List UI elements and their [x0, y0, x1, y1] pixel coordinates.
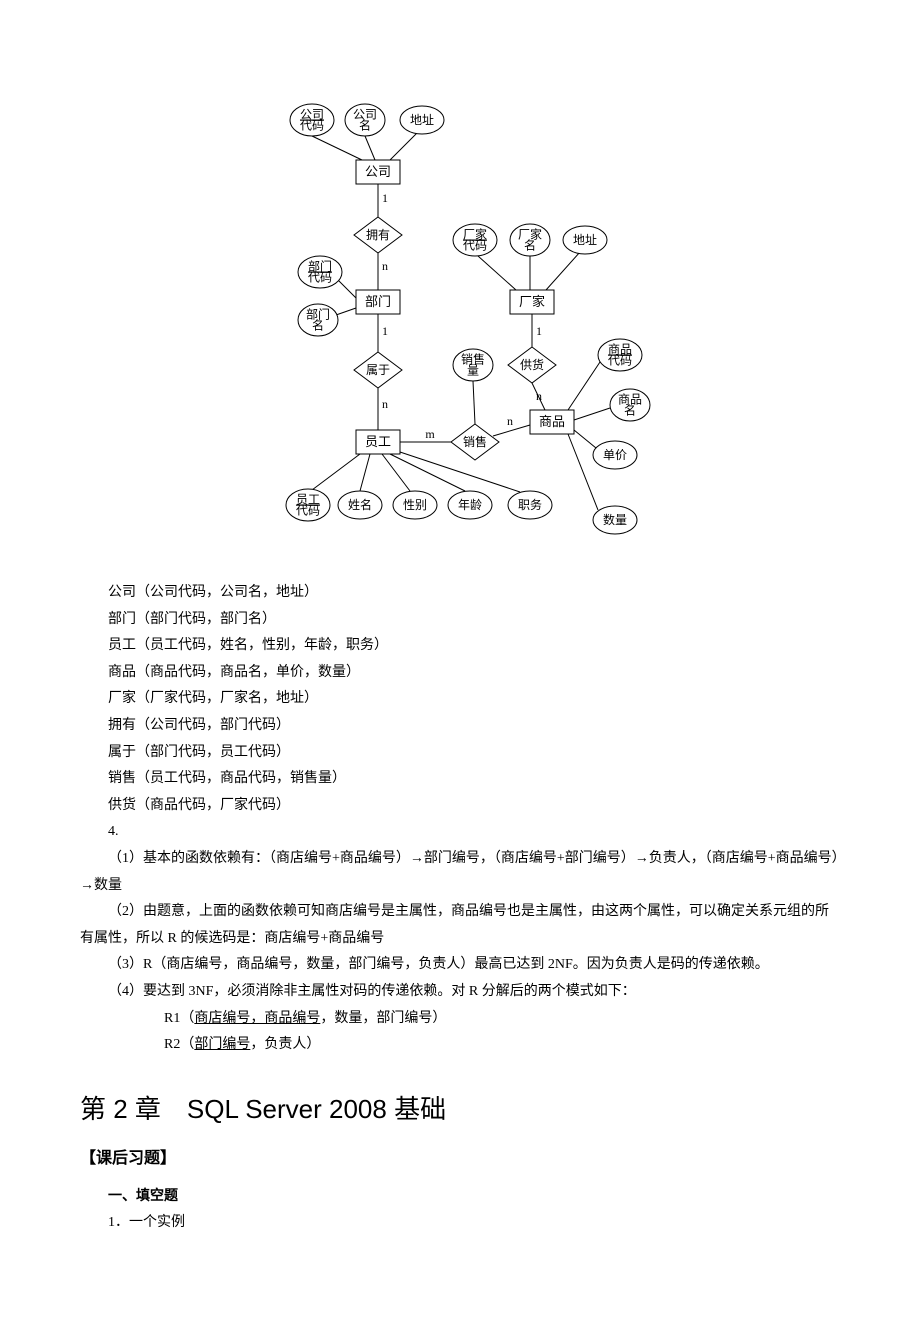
svg-text:1: 1	[382, 324, 388, 338]
chapter-latin: SQL Server 2008	[187, 1094, 394, 1124]
section-heading: 【课后习题】	[80, 1144, 840, 1168]
svg-text:名: 名	[524, 238, 536, 253]
svg-text:代码: 代码	[308, 271, 332, 285]
svg-text:职务: 职务	[518, 497, 542, 512]
relation-item: 拥有（公司代码，部门代码）	[80, 713, 840, 740]
svg-text:n: n	[507, 414, 513, 428]
q4-part4: （4）要达到 3NF，必须消除非主属性对码的传递依赖。对 R 分解后的两个模式如…	[80, 979, 840, 1006]
q4-part2: （2）由题意，上面的函数依赖可知商店编号是主属性，商品编号也是主属性，由这两个属…	[80, 899, 840, 952]
relation-item: 厂家（厂家代码，厂家名，地址）	[80, 686, 840, 713]
relation-item: 部门（部门代码，部门名）	[80, 607, 840, 634]
svg-text:属于: 属于	[366, 363, 390, 377]
er-diagram: 1n1n1nmn公司代码公司名地址部门代码部门名厂家代码厂家名地址商品代码商品名…	[250, 90, 670, 550]
svg-text:代码: 代码	[608, 354, 632, 368]
svg-text:年龄: 年龄	[458, 498, 482, 512]
svg-text:姓名: 姓名	[348, 497, 372, 512]
er-diagram-container: 1n1n1nmn公司代码公司名地址部门代码部门名厂家代码厂家名地址商品代码商品名…	[80, 90, 840, 550]
svg-text:名: 名	[359, 118, 371, 133]
q4-part3: （3）R（商店编号，商品编号，数量，部门编号，负责人）最高已达到 2NF。因为负…	[80, 952, 840, 979]
q4-r2: R2（部门编号，负责人）	[80, 1032, 840, 1059]
svg-text:代码: 代码	[463, 239, 487, 253]
chapter-prefix: 第 2 章	[80, 1094, 187, 1124]
svg-text:名: 名	[312, 318, 324, 333]
relation-item: 属于（部门代码，员工代码）	[80, 740, 840, 767]
fill-item-1: 1．一个实例	[80, 1210, 840, 1237]
r2-suffix: ，负责人）	[250, 1037, 320, 1052]
svg-text:名: 名	[624, 403, 636, 418]
relation-item: 公司（公司代码，公司名，地址）	[80, 580, 840, 607]
relation-item: 商品（商品代码，商品名，单价，数量）	[80, 660, 840, 687]
relation-item: 销售（员工代码，商品代码，销售量）	[80, 766, 840, 793]
svg-text:n: n	[536, 389, 542, 403]
q4-r1: R1（商店编号，商品编号，数量，部门编号）	[80, 1006, 840, 1033]
svg-text:地址: 地址	[573, 233, 597, 247]
r1-suffix: ，数量，部门编号）	[320, 1011, 446, 1026]
relation-list: 公司（公司代码，公司名，地址） 部门（部门代码，部门名） 员工（员工代码，姓名，…	[80, 580, 840, 1059]
svg-text:销售: 销售	[463, 434, 487, 449]
svg-text:n: n	[382, 259, 388, 273]
chapter-heading: 第 2 章 SQL Server 2008 基础	[80, 1089, 840, 1126]
svg-text:公司: 公司	[365, 164, 391, 179]
svg-text:部门: 部门	[365, 294, 391, 309]
fill-heading: 一、填空题	[80, 1184, 840, 1211]
svg-text:员工: 员工	[365, 434, 391, 449]
svg-text:代码: 代码	[296, 504, 320, 518]
q4-part1: （1）基本的函数依赖有：（商店编号+商品编号）→部门编号，（商店编号+部门编号）…	[80, 846, 840, 899]
svg-text:商品: 商品	[539, 414, 565, 429]
r2-underline: 部门编号	[194, 1037, 250, 1052]
svg-text:单价: 单价	[603, 448, 627, 462]
svg-text:1: 1	[536, 324, 542, 338]
svg-text:性别: 性别	[403, 498, 427, 512]
svg-text:代码: 代码	[300, 119, 324, 133]
svg-text:供货: 供货	[520, 357, 544, 372]
q4-number: 4.	[80, 819, 840, 846]
svg-text:1: 1	[382, 191, 388, 205]
svg-text:量: 量	[467, 364, 479, 378]
r1-prefix: R1（	[164, 1011, 194, 1026]
svg-text:地址: 地址	[410, 113, 434, 127]
relation-item: 员工（员工代码，姓名，性别，年龄，职务）	[80, 633, 840, 660]
svg-text:拥有: 拥有	[366, 228, 390, 242]
r1-underline: 商店编号，商品编号	[194, 1011, 320, 1026]
relation-item: 供货（商品代码，厂家代码）	[80, 793, 840, 820]
r2-prefix: R2（	[164, 1037, 194, 1052]
svg-text:m: m	[425, 427, 435, 441]
chapter-suffix: 基础	[394, 1094, 446, 1124]
svg-text:n: n	[382, 397, 388, 411]
svg-text:数量: 数量	[603, 512, 627, 527]
svg-text:厂家: 厂家	[519, 294, 545, 309]
